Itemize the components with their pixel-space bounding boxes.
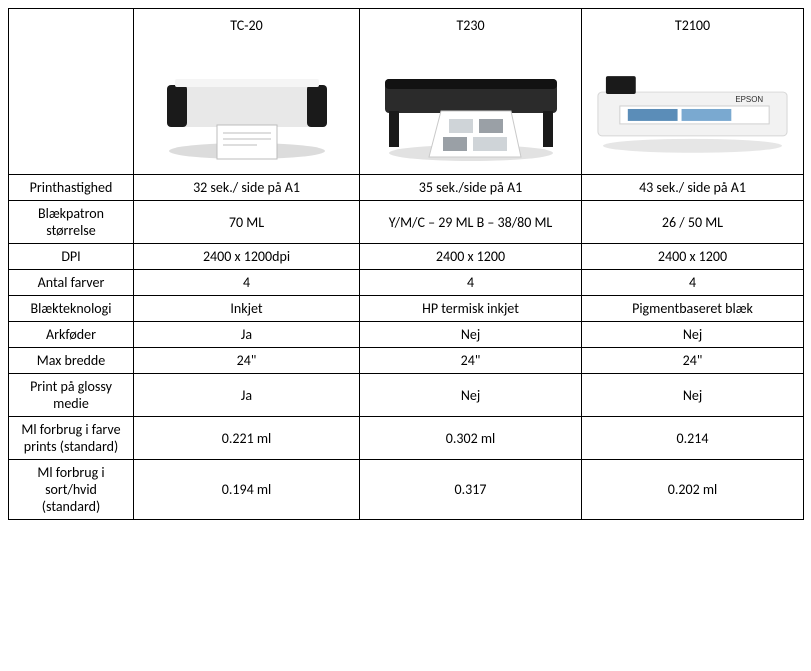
cell: 0.194 ml (134, 460, 360, 520)
cell: 70 ML (134, 201, 360, 244)
cell: Ja (134, 374, 360, 417)
cell: 4 (134, 270, 360, 296)
cell: 2400 x 1200dpi (134, 244, 360, 270)
printer-image (147, 45, 347, 165)
cell: Y/M/C – 29 ML B – 38/80 ML (360, 201, 582, 244)
row-label: Ml forbrug i sort/hvid (standard) (9, 460, 134, 520)
row-label: Print på glossy medie (9, 374, 134, 417)
cell: 2400 x 1200 (582, 244, 804, 270)
cell: 0.302 ml (360, 417, 582, 460)
spec-row: Max bredde24"24"24" (9, 348, 804, 374)
cell: 0.202 ml (582, 460, 804, 520)
row-label: Antal farver (9, 270, 134, 296)
spec-row: Antal farver444 (9, 270, 804, 296)
product-name: TC-20 (140, 17, 353, 34)
cell: Nej (360, 322, 582, 348)
header-row: TC-20 T230 T2100 (9, 9, 804, 175)
product-name: T230 (366, 17, 575, 34)
product-header-2: T2100 EPSON (582, 9, 804, 175)
row-label: Printhastighed (9, 175, 134, 201)
comparison-table: TC-20 T230 T2100 (8, 8, 804, 520)
cell: Nej (582, 374, 804, 417)
product-name: T2100 (588, 17, 797, 34)
spec-row: Print på glossy medieJaNejNej (9, 374, 804, 417)
spec-row: ArkføderJaNejNej (9, 322, 804, 348)
spec-row: Ml forbrug i sort/hvid (standard)0.194 m… (9, 460, 804, 520)
printer-image (371, 45, 571, 165)
cell: 26 / 50 ML (582, 201, 804, 244)
spec-row: Ml forbrug i farve prints (standard)0.22… (9, 417, 804, 460)
product-image-wrap (140, 40, 353, 170)
cell: 32 sek./ side på A1 (134, 175, 360, 201)
spec-row: Printhastighed32 sek./ side på A135 sek.… (9, 175, 804, 201)
cell: HP termisk inkjet (360, 296, 582, 322)
product-image-wrap (366, 40, 575, 170)
header-empty (9, 9, 134, 175)
cell: 24" (360, 348, 582, 374)
product-header-0: TC-20 (134, 9, 360, 175)
cell: Nej (582, 322, 804, 348)
cell: 4 (360, 270, 582, 296)
product-image-wrap: EPSON (588, 40, 797, 170)
row-label: Arkføder (9, 322, 134, 348)
spec-row: DPI2400 x 1200dpi2400 x 12002400 x 1200 (9, 244, 804, 270)
cell: 4 (582, 270, 804, 296)
printer-image: EPSON (588, 50, 797, 160)
cell: 24" (582, 348, 804, 374)
cell: 35 sek./side på A1 (360, 175, 582, 201)
row-label: Blækpatron størrelse (9, 201, 134, 244)
cell: 24" (134, 348, 360, 374)
cell: 0.317 (360, 460, 582, 520)
row-label: DPI (9, 244, 134, 270)
cell: 2400 x 1200 (360, 244, 582, 270)
svg-text:EPSON: EPSON (735, 95, 763, 104)
cell: Ja (134, 322, 360, 348)
cell: Nej (360, 374, 582, 417)
row-label: Ml forbrug i farve prints (standard) (9, 417, 134, 460)
cell: 0.221 ml (134, 417, 360, 460)
row-label: Blækteknologi (9, 296, 134, 322)
product-header-1: T230 (360, 9, 582, 175)
cell: Inkjet (134, 296, 360, 322)
cell: 43 sek./ side på A1 (582, 175, 804, 201)
spec-row: BlækteknologiInkjetHP termisk inkjetPigm… (9, 296, 804, 322)
row-label: Max bredde (9, 348, 134, 374)
cell: Pigmentbaseret blæk (582, 296, 804, 322)
spec-row: Blækpatron størrelse70 MLY/M/C – 29 ML B… (9, 201, 804, 244)
cell: 0.214 (582, 417, 804, 460)
